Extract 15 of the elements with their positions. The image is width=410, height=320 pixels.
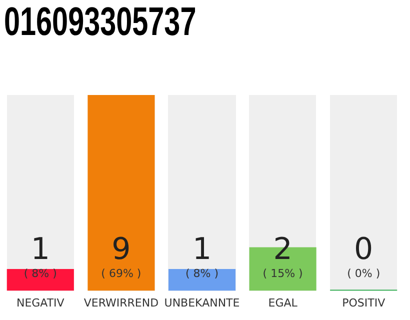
x-tick-label: EGAL bbox=[268, 296, 298, 310]
annotation: ( 0% ) bbox=[347, 266, 380, 280]
x-tick-label: VERWIRREND bbox=[84, 296, 159, 310]
annotation: ( 15% ) bbox=[262, 266, 303, 280]
data-label: 9 bbox=[112, 232, 131, 267]
chart-title: 016093305737 bbox=[4, 0, 196, 44]
x-tick-label: UNBEKANNTE bbox=[164, 296, 240, 310]
annotation: ( 8% ) bbox=[185, 266, 219, 280]
data-label: 1 bbox=[192, 232, 212, 267]
x-tick-label: NEGATIV bbox=[16, 296, 65, 310]
data-label: 0 bbox=[354, 232, 374, 267]
annotation: ( 69% ) bbox=[101, 266, 142, 280]
data-label: 1 bbox=[30, 232, 50, 267]
x-tick-label: POSITIV bbox=[342, 296, 386, 310]
annotation: ( 8% ) bbox=[24, 266, 57, 280]
